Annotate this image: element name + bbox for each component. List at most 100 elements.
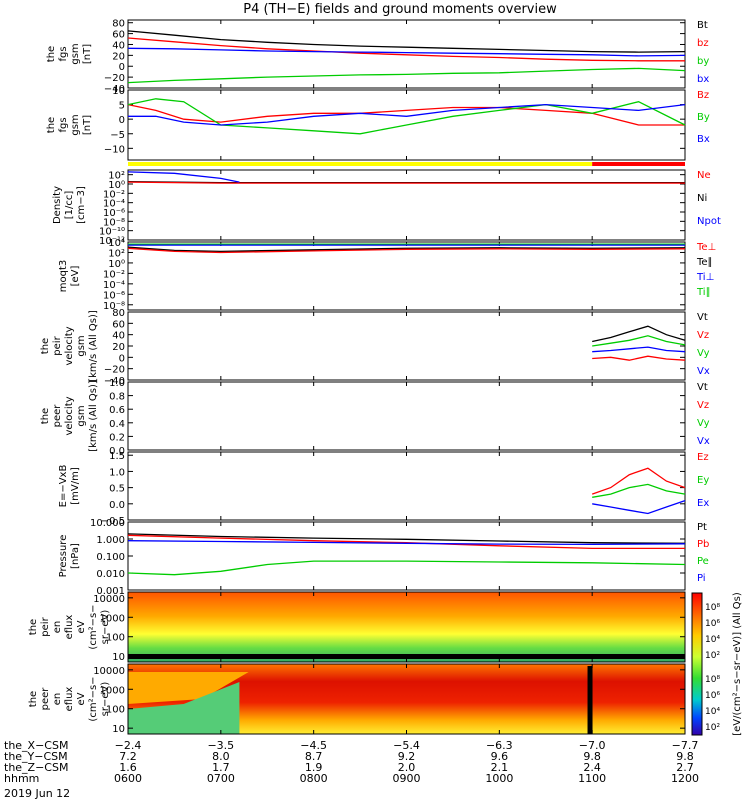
panel-frame	[127, 311, 686, 381]
y-axis-label: eV	[76, 692, 87, 705]
plot-title: P4 (TH−E) fields and ground moments over…	[243, 2, 557, 17]
legend-item: Vz	[697, 400, 709, 411]
y-tick-label: −10	[104, 144, 125, 155]
legend-item: bx	[697, 74, 709, 85]
legend-item: Ez	[697, 452, 709, 463]
panel-frame	[127, 381, 686, 451]
series-line-bx	[127, 47, 686, 57]
y-tick-label: 10²	[108, 171, 125, 182]
y-axis-label: [km/s (All Qs)]	[88, 380, 99, 452]
x-axis-row-label: the_Z−CSM	[4, 761, 68, 774]
panel-peir-velocity	[127, 311, 686, 381]
y-tick-label: 10⁻¹⁰	[99, 227, 125, 238]
y-tick-label: 5	[119, 101, 125, 112]
x-tick-label: 0700	[207, 772, 235, 785]
x-tick-label: 9.8	[583, 750, 601, 763]
series-line-vx	[592, 346, 686, 353]
legend-item: Ni	[697, 193, 707, 204]
y-axis-label: (cm²−s−	[88, 676, 99, 721]
panel-fgs-gsm	[127, 19, 686, 89]
y-axis-label: Pressure	[58, 535, 69, 578]
panel-peir-spectrogram	[127, 591, 686, 663]
y-axis-label: velocity	[64, 396, 75, 435]
legend-item: bz	[697, 38, 709, 49]
series-line-te	[127, 247, 686, 254]
legend-item: Vz	[697, 330, 709, 341]
y-axis-label: peer	[40, 687, 51, 711]
x-tick-label: 2.7	[676, 761, 694, 774]
y-axis-label: fgs	[58, 46, 69, 61]
legend-item: Vy	[697, 348, 710, 359]
y-tick-label: −40	[104, 376, 125, 387]
y-axis-label: eV	[76, 620, 87, 633]
series-line-bz	[127, 37, 685, 62]
series-line-ez	[591, 467, 686, 495]
y-tick-label: 10	[112, 724, 125, 735]
y-axis-label: [cm−3]	[76, 186, 87, 224]
y-tick-label: 10	[112, 652, 125, 663]
y-axis-label: en	[52, 621, 63, 634]
legend-item: Pb	[697, 539, 709, 550]
series-line-pe	[127, 560, 686, 576]
y-tick-label: 0.2	[109, 432, 125, 443]
y-axis-label: [eV]	[70, 266, 81, 287]
y-tick-label: 10⁻¹²	[99, 236, 125, 247]
colorbar-tick-label: 10²	[705, 651, 720, 661]
x-tick-label: 0600	[114, 772, 142, 785]
y-tick-label: 40	[112, 40, 125, 51]
y-tick-label: 10⁻⁴	[103, 199, 125, 210]
colorbar-tick-label: 10⁸	[705, 603, 720, 613]
x-tick-label: 2.0	[398, 761, 416, 774]
y-axis-label: the	[28, 619, 39, 635]
legend-item: Npot	[697, 216, 721, 227]
y-tick-label: 1000	[100, 685, 125, 696]
y-tick-label: 100	[106, 633, 125, 644]
legend-item: Te⊥	[696, 242, 716, 253]
x-tick-label: −4.5	[300, 739, 327, 752]
y-tick-label: −5	[110, 130, 125, 141]
panel-fgs-dsl	[127, 89, 686, 161]
y-tick-label: 0.5	[109, 484, 125, 495]
colorbar-gradient	[691, 592, 703, 736]
x-tick-label: 1100	[578, 772, 606, 785]
panel-frame	[127, 169, 686, 241]
y-axis-label: peir	[40, 616, 51, 636]
y-axis-label: [km/s (All Qs)]	[88, 310, 99, 382]
y-tick-label: 10	[112, 86, 125, 97]
y-tick-label: 10⁻⁶	[103, 208, 125, 219]
x-tick-label: −7.0	[579, 739, 606, 752]
y-tick-label: 100	[106, 705, 125, 716]
y-axis-label: [nT]	[82, 44, 93, 64]
y-tick-label: −20	[104, 73, 125, 84]
y-tick-label: 40	[112, 331, 125, 342]
panel-efield	[127, 451, 686, 521]
colorbar-tick-label: 10⁴	[705, 707, 720, 717]
x-tick-label: −7.7	[672, 739, 699, 752]
panel-pressure	[127, 521, 686, 591]
mode-segment-0	[128, 162, 593, 166]
y-tick-label: 10000	[93, 666, 125, 677]
series-line-by	[127, 67, 686, 84]
series-line-ex	[592, 499, 686, 515]
legend-item: Ex	[697, 498, 709, 509]
panel-frame	[127, 521, 686, 591]
y-tick-label: 0.0	[109, 500, 125, 511]
legend-item: by	[697, 56, 709, 67]
spectrogram-data-gap	[587, 666, 593, 734]
y-tick-label: 80	[112, 19, 125, 30]
y-tick-label: 10⁴	[108, 238, 125, 249]
series-line-ne	[127, 181, 685, 184]
y-tick-label: 0	[119, 353, 125, 364]
series-line-bz	[127, 103, 685, 126]
y-axis-label: the	[46, 46, 57, 62]
y-axis-label: E=−VxB	[58, 465, 69, 508]
y-tick-label: 0.6	[109, 405, 125, 416]
legend-item: Ti⊥	[696, 272, 714, 283]
y-axis-label: peir	[52, 335, 63, 355]
x-tick-label: 1.7	[212, 761, 230, 774]
legend-item: Pt	[697, 522, 707, 533]
mode-segment-1	[592, 162, 685, 166]
panel-frame	[127, 19, 686, 89]
x-axis-row-label: hhmm	[4, 772, 39, 785]
y-axis-label: sr−eV)	[100, 610, 111, 645]
